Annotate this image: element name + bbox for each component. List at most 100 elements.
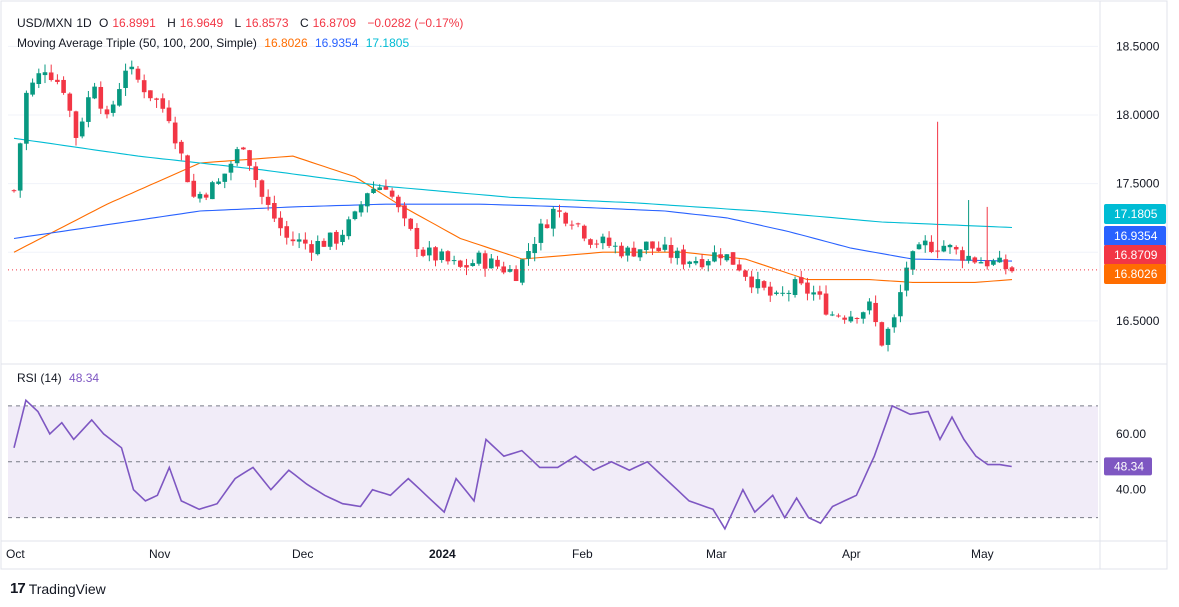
candle-down [972, 257, 978, 263]
candle-up [470, 263, 476, 266]
candle-up [786, 292, 792, 294]
candle-up [315, 241, 321, 255]
candle-down [464, 265, 469, 268]
candle-down [761, 281, 767, 288]
candlestick-series [11, 60, 1015, 352]
candle-up [538, 223, 544, 243]
candle-up [674, 250, 680, 259]
candle-up [625, 247, 630, 256]
rsi-legend-label: RSI (14) [17, 371, 62, 385]
candle-up [811, 292, 816, 295]
candle-down [1009, 267, 1015, 272]
candle-down [935, 250, 940, 252]
candle-down [185, 155, 190, 183]
candle-up [600, 236, 606, 244]
candle-up [228, 163, 234, 173]
time-tick-label: Dec [292, 547, 313, 561]
candle-down [588, 239, 593, 245]
candle-down [984, 260, 990, 267]
tradingview-logo[interactable]: 17 TradingView [10, 580, 106, 597]
candle-up [637, 249, 643, 258]
candle-down [836, 315, 841, 317]
rsi-tick-label: 60.00 [1116, 427, 1146, 441]
candle-up [507, 269, 513, 272]
candle-down [458, 260, 463, 267]
ma-legend-label: Moving Average Triple (50, 100, 200, Sim… [17, 36, 257, 50]
candle-down [172, 122, 178, 144]
ma100-value: 16.9354 [315, 36, 359, 50]
candle-down [743, 270, 748, 277]
candle-up [377, 187, 383, 191]
candle-down [383, 186, 389, 190]
candle-up [24, 92, 29, 144]
candle-down [309, 244, 314, 253]
candle-up [476, 252, 482, 264]
ohlc-legend: USD/MXN 1D O 16.8991 H 16.9649 L 16.8573 C 16… [17, 16, 467, 30]
ma50-value: 16.8026 [264, 36, 308, 50]
candle-down [650, 241, 655, 249]
axes: 18.5000 18.0000 17.5000 16.5000 60.00 40.00 Oc… [6, 39, 1160, 561]
ma50-line [13, 155, 1013, 283]
candle-down [656, 247, 661, 252]
candle-up [296, 239, 302, 242]
candle-down [48, 72, 54, 81]
candle-up [346, 219, 352, 237]
candle-down [402, 205, 407, 219]
candle-up [916, 244, 922, 250]
candle-up [92, 86, 97, 99]
candle-down [960, 250, 965, 261]
candle-down [631, 247, 637, 257]
candle-down [736, 264, 742, 271]
candle-up [123, 70, 128, 88]
price-tick-label: 18.0000 [1116, 108, 1160, 122]
candle-down [668, 244, 674, 258]
candle-down [98, 86, 104, 109]
price-tag: 16.9354 [1104, 226, 1166, 246]
main-grid [1, 1, 1167, 569]
price-tag-box [1104, 245, 1166, 265]
open-value: 16.8991 [112, 16, 156, 30]
candle-down [253, 166, 259, 180]
brand-name: TradingView [28, 580, 106, 597]
candle-up [550, 208, 556, 229]
candle-down [11, 190, 17, 192]
candle-down [817, 291, 823, 295]
candle-up [860, 312, 866, 319]
candle-down [414, 227, 420, 250]
rsi-tag-text: 48.34 [1114, 459, 1144, 473]
ma200-line [13, 137, 1013, 229]
candle-up [451, 260, 457, 262]
candle-up [371, 188, 376, 194]
candle-down [805, 282, 810, 294]
candle-down [278, 217, 283, 229]
candle-up [36, 73, 42, 85]
candle-up [110, 104, 116, 113]
candle-down [135, 68, 141, 80]
candle-up [222, 173, 228, 182]
time-tick-label: Oct [6, 547, 25, 561]
price-tick-label: 17.5000 [1116, 177, 1160, 191]
candle-down [272, 202, 277, 219]
candle-down [718, 254, 723, 259]
candle-up [358, 204, 364, 213]
moving-average-lines [13, 137, 1013, 283]
candle-down [749, 276, 754, 288]
rsi-tag-box [1104, 457, 1152, 476]
candle-up [79, 121, 85, 137]
candle-down [445, 251, 451, 262]
candle-down [73, 111, 79, 138]
candle-down [873, 302, 878, 323]
candle-up [774, 292, 779, 294]
candle-down [606, 237, 612, 246]
candle-up [365, 193, 370, 207]
candle-up [129, 66, 135, 70]
candle-down [203, 194, 209, 198]
candle-up [643, 241, 649, 251]
candle-down [699, 259, 705, 268]
candle-down [569, 224, 575, 226]
candle-down [154, 98, 159, 100]
candle-up [705, 261, 711, 266]
candle-down [104, 109, 110, 115]
candle-down [619, 245, 624, 257]
